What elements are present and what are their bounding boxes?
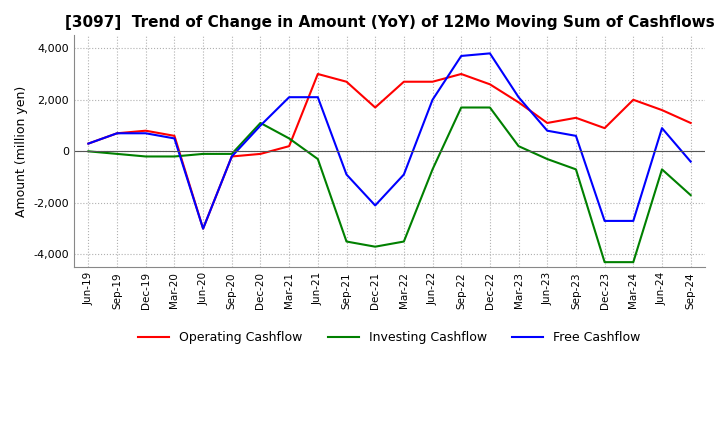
Investing Cashflow [170, 154, 179, 159]
Investing Cashflow [485, 105, 494, 110]
Free Cashflow [141, 131, 150, 136]
Investing Cashflow [313, 156, 322, 161]
Free Cashflow [657, 125, 666, 131]
Operating Cashflow [141, 128, 150, 133]
Investing Cashflow [113, 151, 122, 157]
Free Cashflow [686, 159, 695, 164]
Investing Cashflow [629, 260, 638, 265]
Investing Cashflow [199, 151, 207, 157]
Operating Cashflow [457, 71, 466, 77]
Investing Cashflow [572, 167, 580, 172]
Investing Cashflow [457, 105, 466, 110]
Free Cashflow [228, 154, 236, 159]
Operating Cashflow [170, 133, 179, 139]
Free Cashflow [485, 51, 494, 56]
Free Cashflow [514, 95, 523, 100]
Investing Cashflow [686, 192, 695, 198]
Investing Cashflow [514, 143, 523, 149]
Investing Cashflow [342, 239, 351, 244]
Free Cashflow [572, 133, 580, 139]
Operating Cashflow [285, 143, 294, 149]
Line: Investing Cashflow: Investing Cashflow [89, 107, 690, 262]
Operating Cashflow [572, 115, 580, 121]
Investing Cashflow [657, 167, 666, 172]
Line: Free Cashflow: Free Cashflow [89, 53, 690, 229]
Operating Cashflow [629, 97, 638, 103]
Free Cashflow [600, 218, 609, 224]
Free Cashflow [428, 97, 437, 103]
Free Cashflow [84, 141, 93, 146]
Investing Cashflow [228, 151, 236, 157]
Operating Cashflow [543, 120, 552, 125]
Operating Cashflow [600, 125, 609, 131]
Free Cashflow [342, 172, 351, 177]
Free Cashflow [285, 95, 294, 100]
Operating Cashflow [485, 82, 494, 87]
Free Cashflow [113, 131, 122, 136]
Operating Cashflow [199, 226, 207, 231]
Free Cashflow [256, 123, 265, 128]
Free Cashflow [400, 172, 408, 177]
Operating Cashflow [228, 154, 236, 159]
Investing Cashflow [371, 244, 379, 249]
Operating Cashflow [686, 120, 695, 125]
Investing Cashflow [428, 167, 437, 172]
Operating Cashflow [371, 105, 379, 110]
Operating Cashflow [113, 131, 122, 136]
Investing Cashflow [600, 260, 609, 265]
Investing Cashflow [84, 149, 93, 154]
Line: Operating Cashflow: Operating Cashflow [89, 74, 690, 229]
Investing Cashflow [141, 154, 150, 159]
Operating Cashflow [400, 79, 408, 84]
Investing Cashflow [285, 136, 294, 141]
Legend: Operating Cashflow, Investing Cashflow, Free Cashflow: Operating Cashflow, Investing Cashflow, … [133, 326, 646, 349]
Y-axis label: Amount (million yen): Amount (million yen) [15, 86, 28, 217]
Operating Cashflow [657, 107, 666, 113]
Free Cashflow [371, 203, 379, 208]
Operating Cashflow [84, 141, 93, 146]
Operating Cashflow [342, 79, 351, 84]
Investing Cashflow [400, 239, 408, 244]
Title: [3097]  Trend of Change in Amount (YoY) of 12Mo Moving Sum of Cashflows: [3097] Trend of Change in Amount (YoY) o… [65, 15, 714, 30]
Operating Cashflow [256, 151, 265, 157]
Free Cashflow [457, 53, 466, 59]
Operating Cashflow [514, 100, 523, 105]
Free Cashflow [170, 136, 179, 141]
Free Cashflow [313, 95, 322, 100]
Free Cashflow [543, 128, 552, 133]
Operating Cashflow [428, 79, 437, 84]
Free Cashflow [199, 226, 207, 231]
Investing Cashflow [256, 120, 265, 125]
Operating Cashflow [313, 71, 322, 77]
Free Cashflow [629, 218, 638, 224]
Investing Cashflow [543, 156, 552, 161]
